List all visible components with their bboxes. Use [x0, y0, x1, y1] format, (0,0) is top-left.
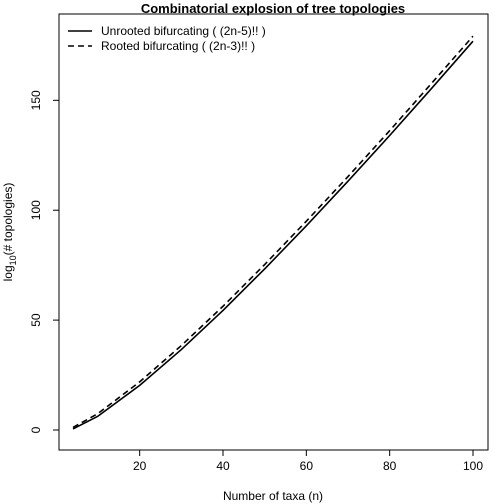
- legend: Unrooted bifurcating ( (2n-5)!! ) Rooted…: [68, 24, 266, 53]
- x-axis: 20 40 60 80 100: [133, 450, 483, 473]
- plot-frame: [58, 13, 489, 451]
- y-tick-label: 100: [29, 200, 43, 220]
- chart-title: Combinatorial explosion of tree topologi…: [141, 1, 405, 16]
- x-axis-label: Number of taxa (n): [223, 489, 323, 503]
- y-axis: 0 50 100 150: [29, 90, 59, 433]
- legend-label-unrooted: Unrooted bifurcating ( (2n-5)!! ): [101, 24, 266, 38]
- x-tick-label: 20: [133, 459, 147, 473]
- legend-label-rooted: Rooted bifurcating ( (2n-3)!! ): [101, 39, 255, 53]
- series-line-rooted: [72, 35, 474, 429]
- x-tick-label: 40: [216, 459, 230, 473]
- y-tick-label: 0: [29, 426, 43, 433]
- y-axis-label: log10(# topologies): [1, 183, 18, 282]
- y-tick-label: 50: [29, 313, 43, 327]
- x-tick-label: 80: [383, 459, 397, 473]
- y-axis-label-suffix: (# topologies): [1, 183, 15, 256]
- x-tick-label: 100: [463, 459, 483, 473]
- x-tick-label: 60: [300, 459, 314, 473]
- y-axis-label-subscript: 10: [8, 255, 18, 265]
- series-line-unrooted: [72, 40, 474, 430]
- series-layer: [72, 35, 474, 430]
- y-tick-label: 150: [29, 90, 43, 110]
- y-axis-label-prefix: log: [1, 265, 15, 281]
